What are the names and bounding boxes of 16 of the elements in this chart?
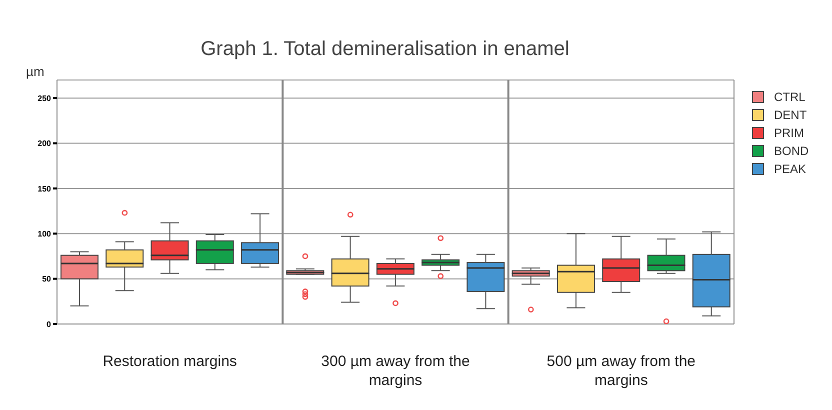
x-tick-label: 300 µm away from the margins — [321, 353, 470, 389]
legend-label: CTRL — [774, 90, 806, 104]
legend-label: BOND — [774, 144, 809, 158]
legend-label: PEAK — [774, 162, 806, 176]
y-tick-label: 150 — [38, 184, 52, 194]
chart-title: Graph 1. Total demineralisation in enamel — [200, 38, 570, 61]
legend-label: DENT — [774, 108, 807, 122]
y-tick-label: 50 — [42, 274, 52, 284]
y-tick-label: 250 — [38, 94, 52, 103]
y-tick-label: 200 — [38, 139, 52, 148]
y-tick-label: 0 — [46, 320, 52, 329]
x-tick-label: Restoration margins — [102, 353, 237, 370]
legend-label: PRIM — [774, 126, 804, 140]
y-axis-title: µm — [26, 64, 44, 79]
y-tick-label: 100 — [38, 229, 52, 238]
x-tick-label: 500 µm away from the margins — [546, 353, 696, 389]
